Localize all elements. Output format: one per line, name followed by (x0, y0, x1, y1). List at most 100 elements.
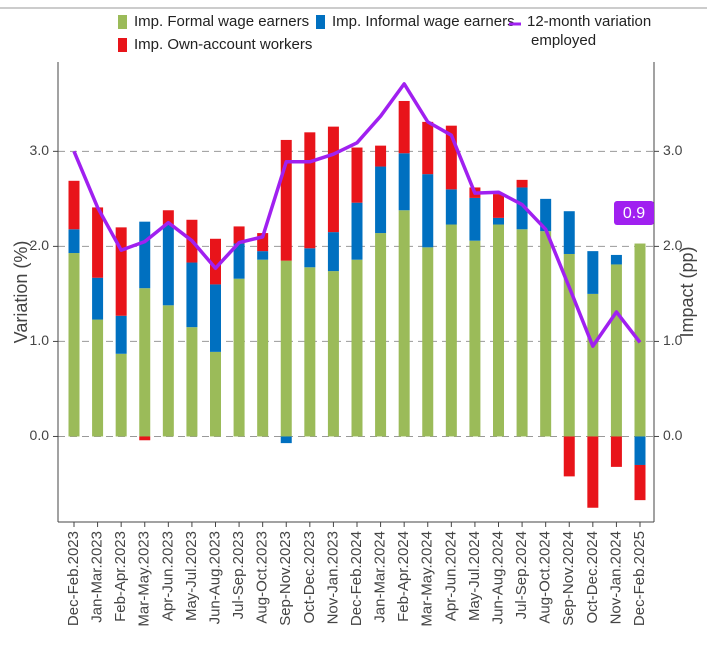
bar-segment (493, 194, 504, 218)
bar-segment (445, 125, 457, 190)
bar-segment (327, 126, 339, 233)
bar-segment (610, 436, 622, 467)
x-tick-label: May-Jul.2023 (183, 531, 200, 621)
x-tick-label: Nov-Jan.2024 (607, 531, 624, 624)
bar-segment (587, 293, 599, 437)
bar-segment (257, 233, 269, 252)
bar-segment (375, 233, 387, 437)
bar-segment (375, 166, 387, 234)
bar-segment (445, 189, 457, 225)
annotation-text: 0.9 (623, 205, 645, 222)
bar-segment (186, 327, 198, 437)
x-tick-label: Aug-Oct.2024 (537, 531, 554, 624)
x-tick-label: Dec-Feb.2023 (65, 531, 82, 626)
bar-segment (92, 277, 104, 320)
legend-label: Imp. Informal wage earners (332, 13, 515, 30)
legend-label: 12-month variation employed (527, 13, 651, 49)
bar-segment (210, 238, 221, 285)
bar-segment (516, 187, 528, 230)
bar-segment (68, 229, 80, 254)
legend-swatch (118, 15, 127, 29)
y2-tick-label: 2.0 (663, 237, 683, 253)
x-tick-label: Jul-Sep.2024 (513, 531, 530, 619)
bar-segment (610, 254, 622, 265)
legend-label: Imp. Formal wage earners (134, 13, 309, 30)
bar-segment (563, 211, 575, 254)
bar-segment (162, 224, 174, 306)
x-tick-label: Jul-Sep.2023 (230, 531, 247, 619)
bar-segment (139, 436, 151, 441)
x-tick-label: Dec-Feb.2024 (348, 531, 365, 626)
bar-segment (422, 174, 434, 248)
bar-segment (162, 305, 174, 437)
x-tick-label: May-Jul.2024 (466, 531, 483, 621)
x-tick-label: Nov-Jan.2023 (324, 531, 341, 624)
x-tick-label: Dec-Feb.2025 (631, 531, 648, 626)
bar-segment (280, 139, 292, 261)
bar-segment (68, 253, 80, 437)
bar-segment (563, 253, 575, 437)
annotation-box (614, 201, 654, 225)
bar-segment (563, 436, 575, 477)
bar-segment (233, 226, 245, 244)
bar-segment (139, 221, 151, 289)
bar-segment (115, 227, 127, 316)
bar-segment (257, 259, 269, 437)
bar-segment (115, 315, 127, 354)
bar-segment (375, 145, 387, 167)
y-axis-title: Variation (%) (11, 241, 31, 344)
x-tick-label: Apr-Jun.2023 (159, 531, 176, 621)
y2-axis-title: Impact (pp) (677, 246, 697, 337)
bar-segment (398, 100, 410, 154)
bar-segment (540, 198, 552, 232)
y-tick-label: 3.0 (30, 142, 50, 158)
bar-segment (398, 153, 410, 211)
bar-segment (139, 288, 151, 437)
bar-segment (327, 271, 339, 437)
bar-segment (610, 264, 622, 437)
x-tick-label: Feb-Apr.2023 (112, 531, 129, 622)
y-tick-label: 0.0 (30, 427, 50, 443)
x-tick-label: Jun-Aug.2023 (206, 531, 223, 624)
bar-segment (210, 351, 221, 437)
bar-segment (493, 217, 504, 225)
bar-segment (92, 319, 104, 437)
bar-segment (115, 353, 127, 437)
bar-segment (634, 464, 646, 501)
bar-segment (280, 436, 292, 444)
x-tick-label: Sep-Nov.2023 (277, 531, 294, 626)
bar-segment (280, 260, 292, 437)
bar-segment (351, 202, 363, 260)
bar-segment (162, 210, 174, 225)
bar-segment (587, 436, 599, 508)
x-tick-label: Mar-May.2023 (136, 531, 153, 627)
legend-line: 12-month variation (527, 13, 651, 30)
y-tick-label: 1.0 (30, 332, 50, 348)
bar-segment (327, 232, 339, 272)
y2-tick-label: 0.0 (663, 427, 683, 443)
bar-segment (210, 284, 221, 352)
legend-label: Imp. Own-account workers (134, 36, 312, 53)
bar-segment (92, 207, 104, 278)
bar-segment (469, 197, 481, 241)
bar-segment (257, 251, 269, 260)
bar-segment (587, 251, 599, 294)
x-tick-label: Jun-Aug.2024 (489, 531, 506, 624)
bar-segment (351, 259, 363, 437)
bar-segment (398, 210, 410, 437)
bar-segment (304, 132, 316, 249)
bar-segment (304, 248, 316, 268)
x-tick-label: Oct-Dec.2023 (301, 531, 318, 624)
legend-swatch (316, 15, 325, 29)
x-tick-label: Feb-Apr.2024 (395, 531, 412, 622)
x-tick-label: Oct-Dec.2024 (584, 531, 601, 624)
x-tick-label: Aug-Oct.2023 (254, 531, 271, 624)
bar-segment (445, 224, 457, 437)
bar-segment (493, 224, 504, 437)
y2-tick-label: 3.0 (663, 142, 683, 158)
legend-line: employed (531, 32, 596, 49)
bar-segment (186, 262, 198, 328)
bar-segment (233, 243, 245, 279)
